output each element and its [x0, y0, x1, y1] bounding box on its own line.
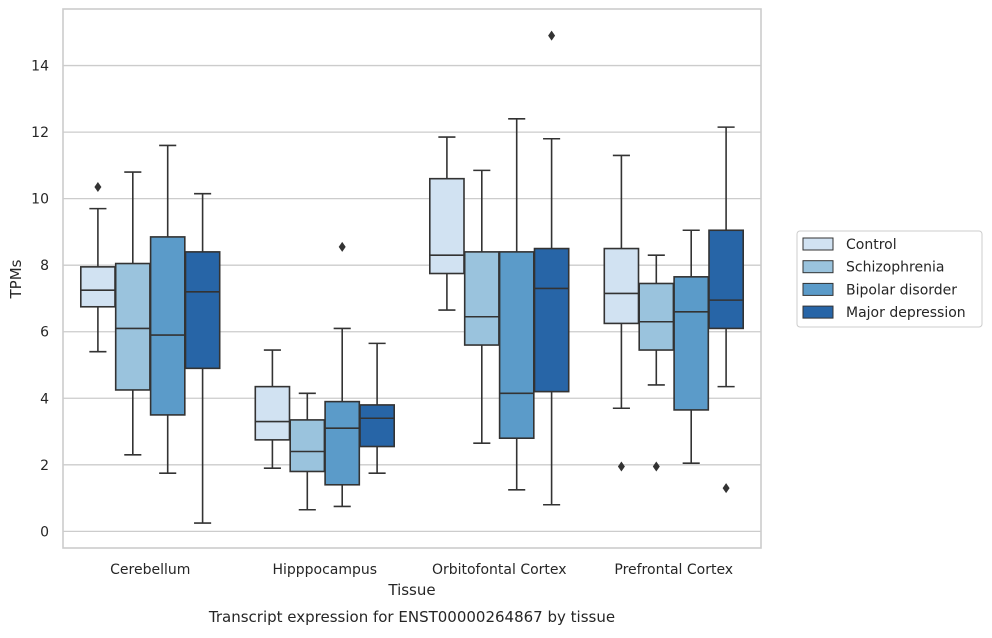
legend-frame: [796, 230, 983, 328]
legend-label: Bipolar disorder: [846, 282, 957, 298]
box: [289, 419, 326, 473]
box: [114, 262, 151, 391]
y-tick-label: 0: [40, 524, 49, 540]
box-group: [149, 144, 186, 474]
box-group: [359, 342, 396, 474]
legend-label: Schizophrenia: [846, 260, 944, 276]
x-tick-label: Prefrontal Cortex: [614, 562, 733, 578]
box: [254, 385, 291, 441]
y-tick-label: 8: [40, 258, 49, 274]
box-group: [79, 182, 116, 353]
y-tick-label: 10: [31, 192, 49, 208]
y-tick-label: 12: [31, 125, 49, 141]
box-group: [184, 192, 221, 524]
box-group: [324, 241, 361, 508]
legend-swatch: [802, 305, 834, 319]
outlier-marker: [94, 182, 102, 193]
box-group: [498, 117, 535, 491]
x-tick-labels: Cerebellum Hipppocampus Orbitofontal Corte…: [110, 562, 733, 578]
box: [463, 251, 500, 346]
box: [638, 282, 675, 351]
outlier-marker: [617, 461, 625, 472]
box-group: [289, 392, 326, 511]
box-group: [638, 254, 675, 472]
y-tick-label: 4: [40, 391, 49, 407]
outlier-marker: [652, 461, 660, 472]
box-group: [708, 126, 745, 494]
box: [428, 177, 465, 275]
y-tick-labels: 0 2 4 6 8 10 12 14: [31, 59, 49, 541]
legend-swatch: [802, 237, 834, 251]
y-axis-label: TPMs: [7, 259, 25, 299]
y-tick-label: 6: [40, 325, 49, 341]
box-groups: [79, 30, 745, 524]
box: [708, 229, 745, 330]
box-group: [603, 154, 640, 472]
y-tick-label: 14: [31, 59, 49, 75]
x-tick-label: Hipppocampus: [272, 562, 377, 578]
box: [603, 247, 640, 325]
box-group: [428, 136, 465, 311]
x-tick-label: Orbitofontal Cortex: [432, 562, 567, 578]
box-group: [533, 30, 570, 506]
legend: Control Schizophrenia Bipolar disorder Majo…: [796, 230, 983, 328]
box: [184, 251, 221, 370]
plot-frame: [62, 8, 762, 549]
box: [79, 266, 116, 308]
box: [149, 236, 186, 416]
box: [673, 276, 710, 411]
y-tick-label: 2: [40, 458, 49, 474]
outlier-marker: [338, 241, 346, 252]
box: [324, 400, 361, 486]
x-tick-label: Cerebellum: [110, 562, 190, 578]
box-group: [254, 349, 291, 469]
box-group: [114, 171, 151, 456]
legend-swatch: [802, 282, 834, 296]
outlier-marker: [722, 483, 730, 494]
legend-label: Control: [846, 237, 897, 253]
box-group: [463, 169, 500, 444]
box-group: [673, 229, 710, 464]
outlier-marker: [548, 30, 556, 41]
legend-swatch: [802, 260, 834, 274]
legend-label: Major depression: [846, 305, 966, 321]
chart-caption: Transcript expression for ENST0000026486…: [208, 608, 615, 626]
box: [498, 251, 535, 440]
x-axis-label: Tissue: [387, 581, 435, 599]
box: [359, 404, 396, 448]
box: [533, 247, 570, 393]
